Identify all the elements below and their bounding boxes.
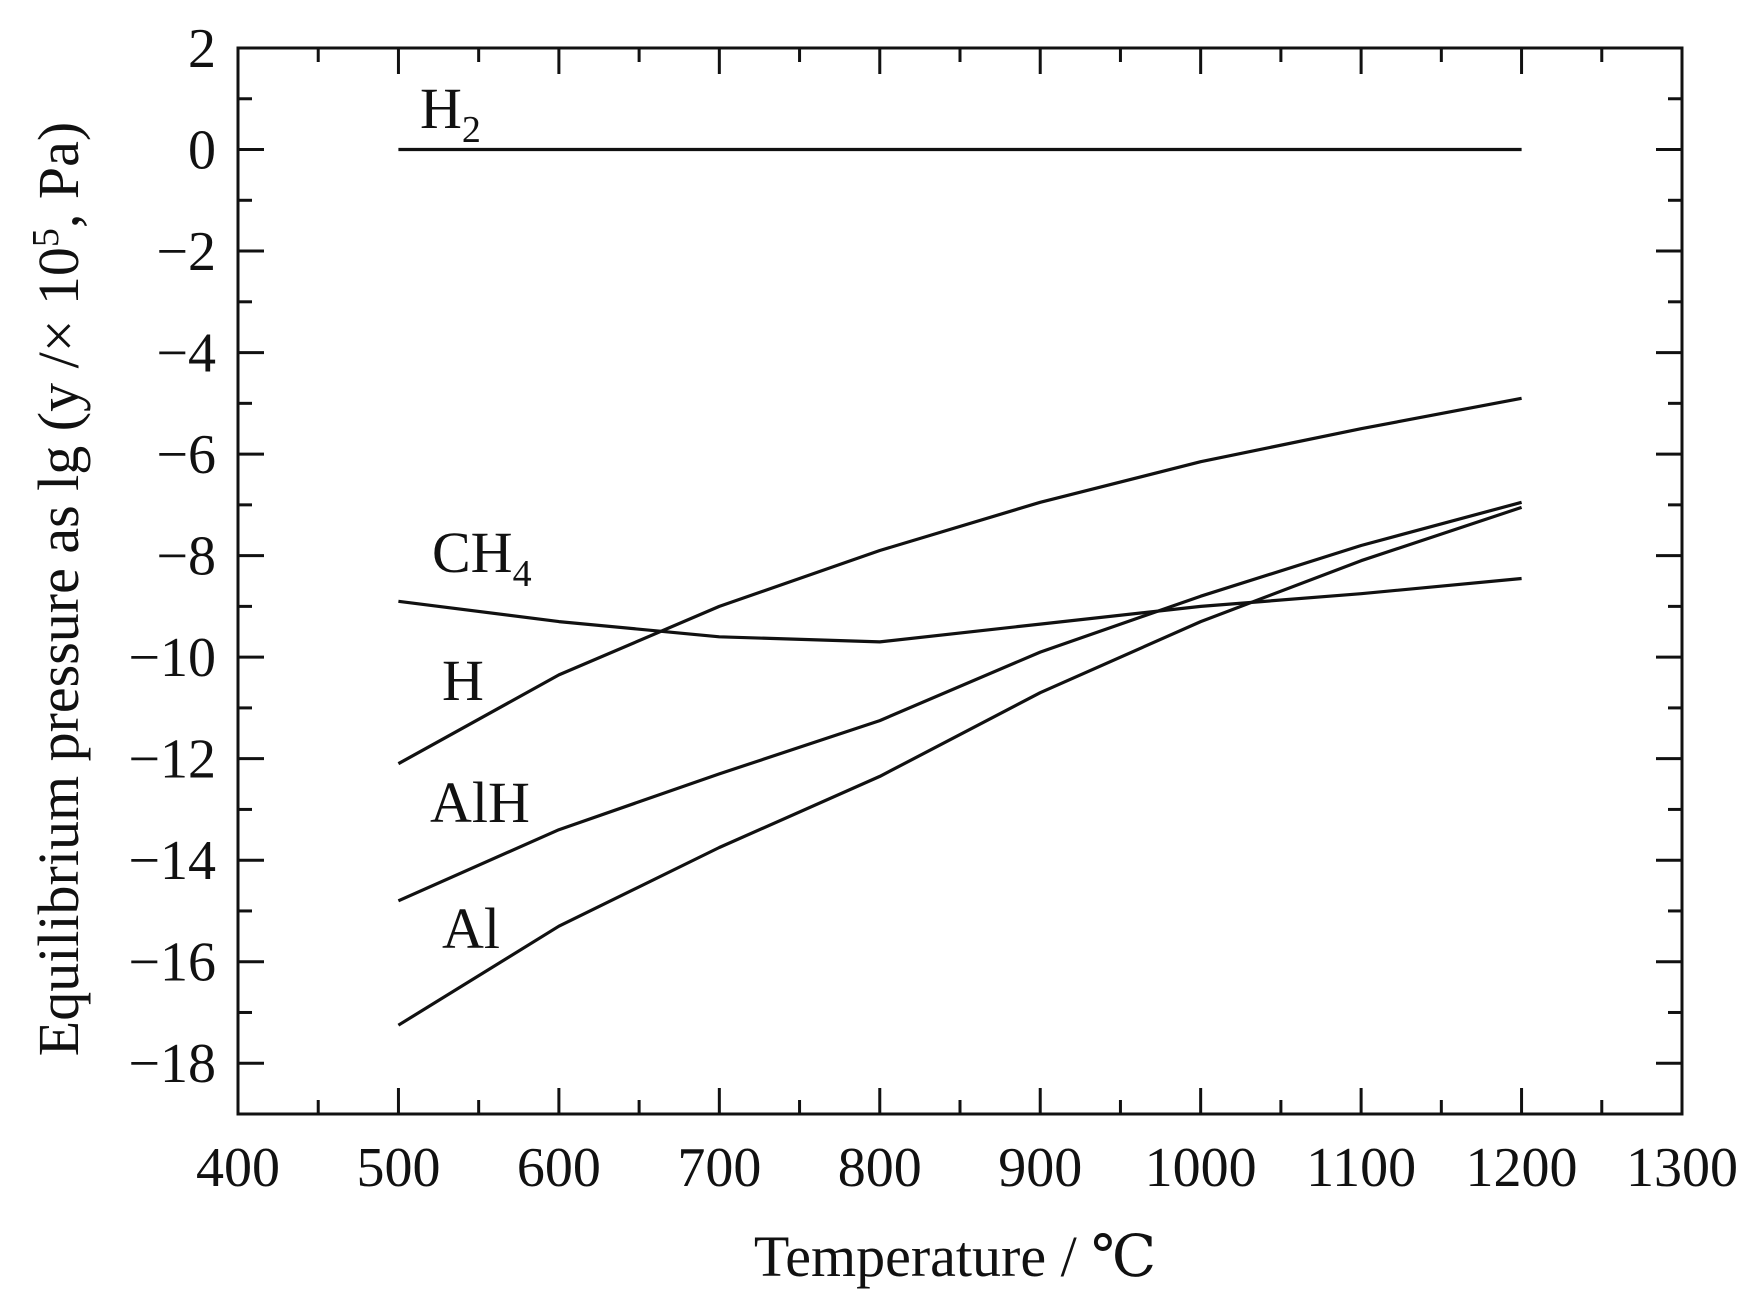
y-tick-label: 2	[188, 18, 216, 80]
y-tick-label: −2	[156, 221, 216, 283]
series-line-3	[397, 500, 1523, 903]
series-label: AlH	[430, 770, 530, 835]
series-label: CH4	[432, 520, 532, 595]
y-tick-label: 0	[188, 120, 216, 182]
plot-area: 400 500 600 700 800 900 1000 1100 1200 1300 2 0 −2 −4…	[25, 18, 1738, 1289]
series-label: Al	[442, 896, 500, 961]
x-tick-label: 700	[677, 1137, 761, 1199]
series-line-4	[397, 505, 1523, 1027]
x-tick-label: 900	[998, 1137, 1082, 1199]
x-tick-label: 500	[356, 1137, 440, 1199]
x-tick-label: 1300	[1626, 1137, 1738, 1199]
x-tick-label: 400	[196, 1137, 280, 1199]
x-tick-label: 800	[838, 1137, 922, 1199]
x-axis-title: Temperature / ℃	[754, 1224, 1156, 1289]
x-tick-label: 1200	[1466, 1137, 1578, 1199]
y-tick-label: −10	[128, 627, 216, 689]
series-line-1	[398, 576, 1522, 644]
x-tick-label: 1000	[1145, 1137, 1257, 1199]
x-tick-label: 600	[517, 1137, 601, 1199]
series-label: H2	[420, 76, 481, 151]
y-tick-label: −12	[128, 729, 216, 791]
y-tick-label: −14	[128, 830, 216, 892]
series-line-2	[397, 396, 1522, 766]
y-tick-label: −16	[128, 932, 216, 994]
y-tick-label: −6	[156, 424, 216, 486]
y-tick-label: −18	[128, 1033, 216, 1095]
series-label: H	[442, 648, 484, 713]
y-tick-label: −4	[156, 323, 216, 385]
y-tick-label: −8	[156, 526, 216, 588]
x-tick-label: 1100	[1306, 1137, 1416, 1199]
y-axis-title: Equilibrium pressure as lg (y /× 105, Pa…	[25, 122, 91, 1056]
